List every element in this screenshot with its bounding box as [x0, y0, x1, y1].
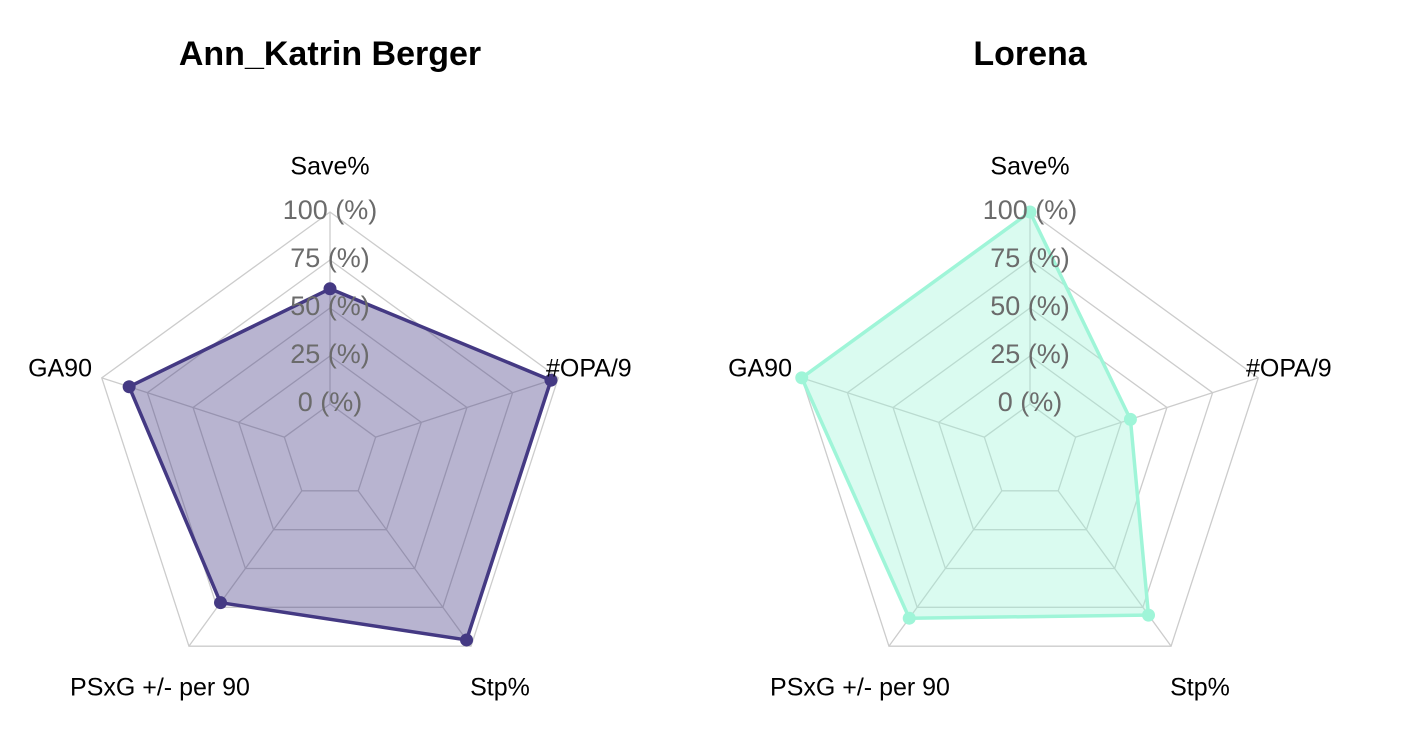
- tick-label: 50 (%): [290, 291, 370, 321]
- data-point: [460, 633, 474, 647]
- data-point: [1141, 608, 1155, 622]
- axis-label: #OPA/9: [546, 355, 632, 383]
- axis-label: #OPA/9: [1246, 355, 1332, 383]
- data-point: [122, 380, 136, 394]
- axis-label: PSxG +/- per 90: [70, 674, 250, 702]
- tick-label: 25 (%): [990, 339, 1070, 369]
- tick-label: 25 (%): [290, 339, 370, 369]
- axis-label: GA90: [728, 355, 792, 383]
- data-point: [795, 371, 809, 385]
- radar-panel-0: Ann_Katrin Berger 0 (%) 25 (%) 50 (%) 75 (%)…: [28, 35, 632, 702]
- tick-label: 50 (%): [990, 291, 1070, 321]
- tick-label: 75 (%): [990, 243, 1070, 273]
- grid-spoke: [357, 490, 472, 647]
- axis-label: GA90: [28, 355, 92, 383]
- grid-spoke: [188, 490, 303, 647]
- data-point: [323, 282, 337, 296]
- grid-ring: [892, 307, 1168, 570]
- data-area: [799, 210, 1151, 620]
- axis-label: Save%: [990, 153, 1069, 181]
- data-point: [214, 596, 228, 610]
- data-point: [1123, 412, 1137, 426]
- data-point: [1023, 205, 1037, 219]
- axis-label: Stp%: [1170, 674, 1230, 702]
- axis-label: Save%: [290, 153, 369, 181]
- grid-ring: [237, 355, 423, 531]
- data-point: [902, 611, 916, 625]
- grid-ring: [100, 211, 560, 647]
- grid-ring: [192, 307, 468, 570]
- grid-spoke: [375, 377, 559, 438]
- axis-label: Stp%: [470, 674, 530, 702]
- grid-ring: [983, 403, 1077, 492]
- grid-spoke: [801, 377, 985, 438]
- data-area: [127, 287, 553, 642]
- tick-label: 0 (%): [298, 387, 363, 417]
- grid-ring: [283, 403, 377, 492]
- chart-title: Lorena: [973, 35, 1087, 73]
- tick-label: 0 (%): [998, 387, 1063, 417]
- tick-label: 100 (%): [283, 195, 378, 225]
- grid-ring: [146, 259, 514, 608]
- data-point: [544, 373, 558, 387]
- tick-label: 75 (%): [290, 243, 370, 273]
- grid-ring: [846, 259, 1214, 608]
- radar-panel-1: Lorena 0 (%) 25 (%) 50 (%) 75 (%) 100 (%) Save…: [728, 35, 1332, 702]
- axis-label: PSxG +/- per 90: [770, 674, 950, 702]
- tick-label: 100 (%): [983, 195, 1078, 225]
- chart-title: Ann_Katrin Berger: [179, 35, 481, 73]
- grid-spoke: [1075, 377, 1259, 438]
- grid-ring: [937, 355, 1123, 531]
